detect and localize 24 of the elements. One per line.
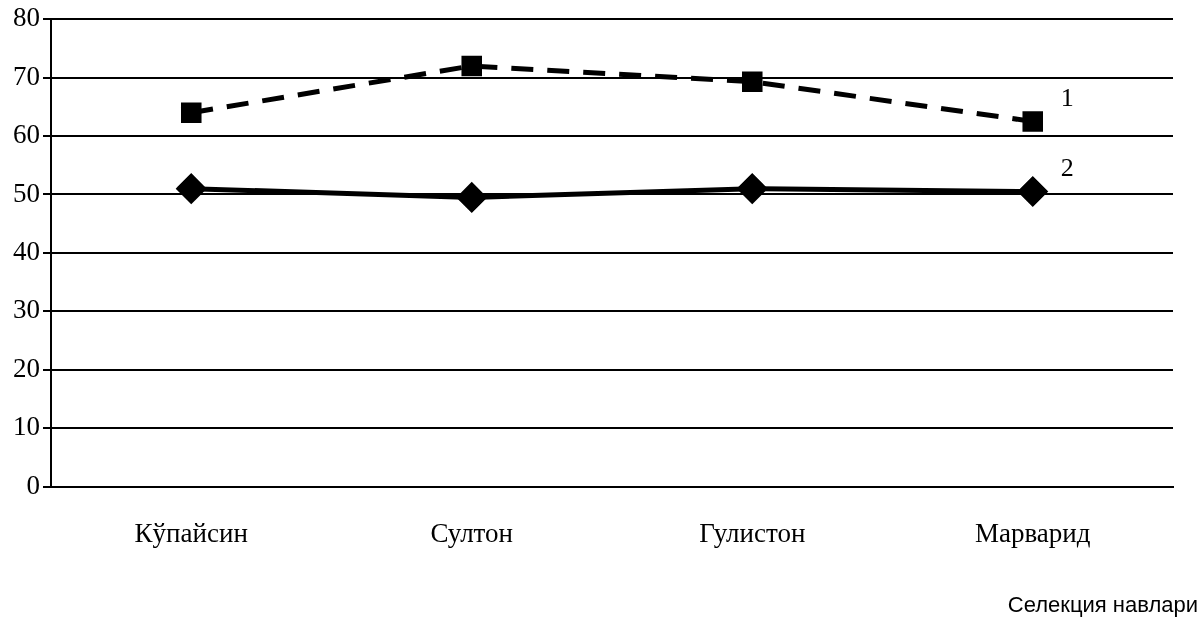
- point: [457, 182, 487, 212]
- x-axis-title: Селекция навлари: [1007, 592, 1198, 617]
- point: [737, 174, 767, 204]
- series-label: 2: [1060, 153, 1074, 183]
- y-tick-label: 20: [13, 352, 40, 383]
- x-tick-label: Султон: [430, 517, 514, 548]
- y-tick-label: 80: [13, 2, 40, 33]
- point: [1022, 111, 1044, 132]
- y-tick-label: 0: [26, 469, 40, 500]
- point: [741, 71, 763, 92]
- point: [1018, 177, 1048, 207]
- y-tick-label: 30: [13, 294, 40, 325]
- point: [176, 174, 206, 204]
- x-tick-label: Марварид: [974, 517, 1091, 548]
- y-tick-label: 10: [13, 411, 40, 442]
- point: [461, 55, 483, 77]
- y-tick-label: 70: [13, 60, 40, 91]
- point: [180, 102, 202, 123]
- y-tick-label: 60: [13, 119, 40, 150]
- y-tick-label: 40: [13, 235, 40, 266]
- y-tick-label: 50: [13, 177, 40, 208]
- x-tick-label: Гулистон: [699, 517, 806, 548]
- series-label: 1: [1060, 83, 1074, 113]
- x-tick-label: Кўпайсин: [134, 517, 248, 548]
